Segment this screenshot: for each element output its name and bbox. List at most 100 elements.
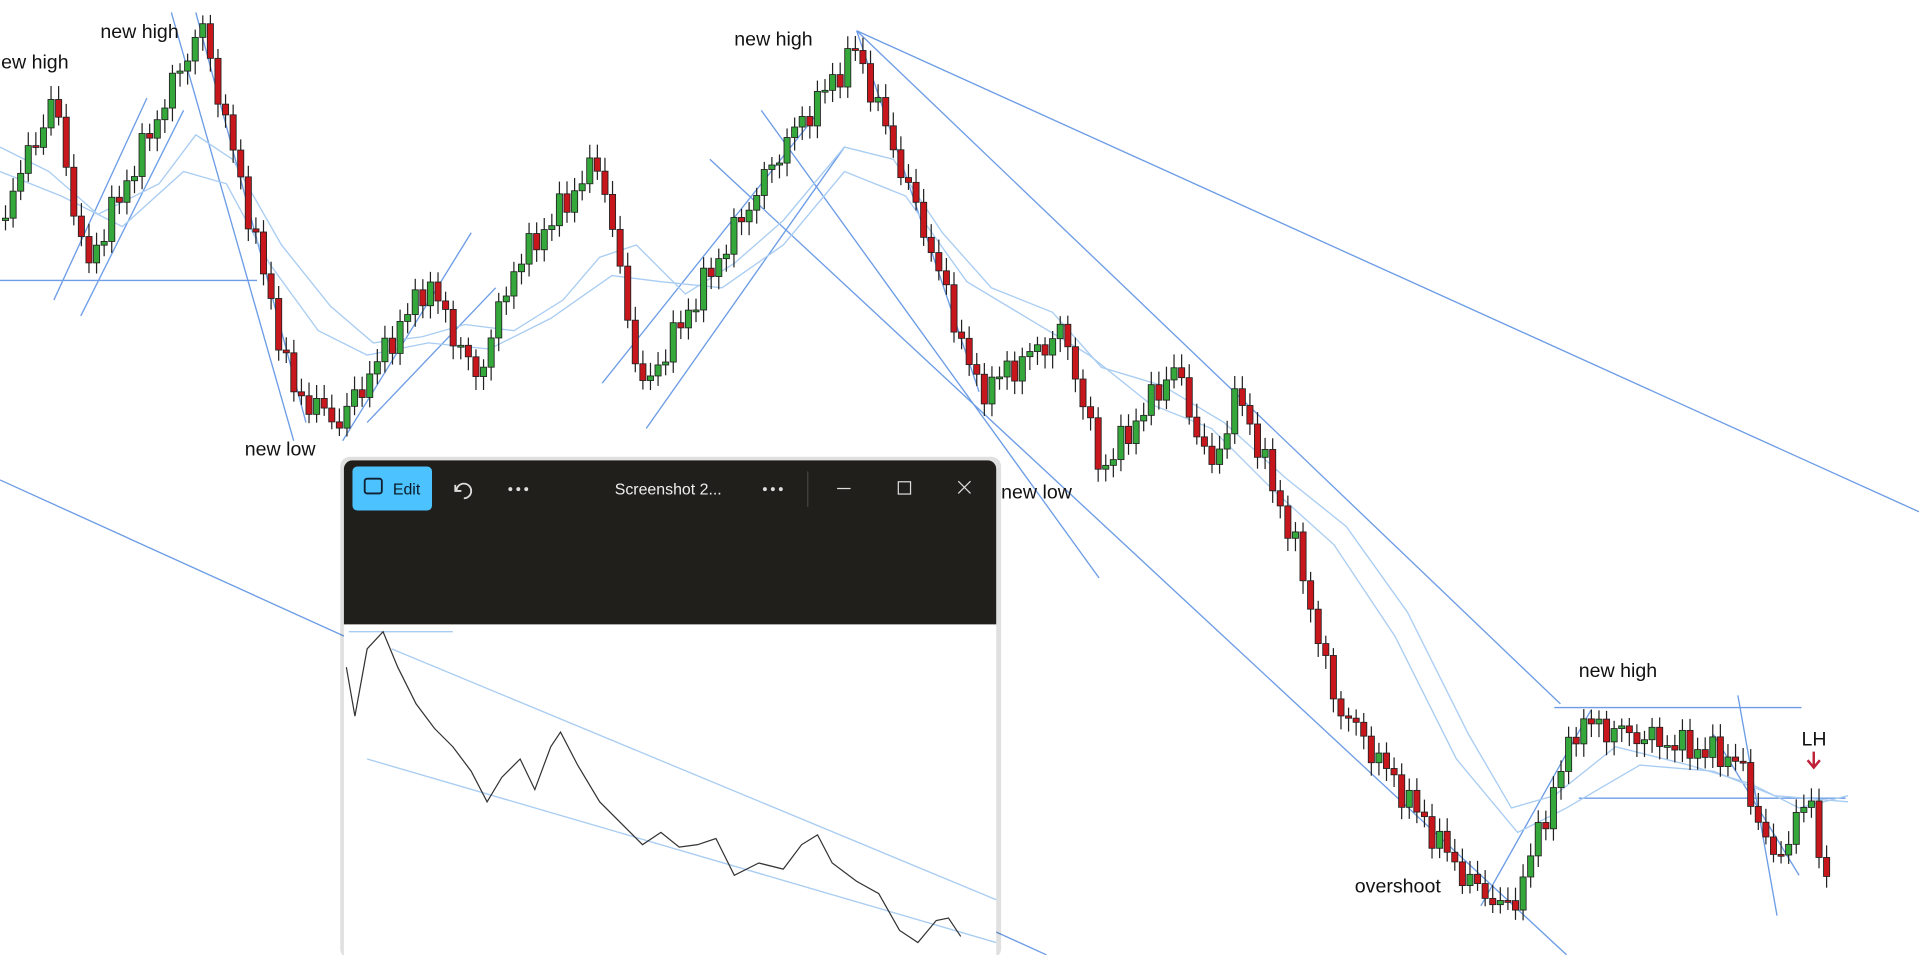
candle-body	[1383, 752, 1390, 769]
annotation: new high	[1579, 660, 1657, 682]
trend-line	[760, 109, 1100, 579]
trend-line	[80, 110, 185, 317]
candle-body	[882, 97, 890, 127]
candle-body	[517, 263, 525, 273]
candle-body	[1170, 367, 1178, 381]
candle-body	[1284, 505, 1292, 539]
candle-body	[775, 162, 783, 166]
candle-body	[768, 164, 776, 170]
candle-body	[1701, 749, 1709, 758]
candle-body	[100, 241, 108, 246]
candle-body	[988, 376, 996, 405]
candle-body	[1071, 346, 1079, 380]
candle-body	[244, 176, 252, 230]
edit-button[interactable]: Edit	[352, 466, 433, 511]
candle-body	[1413, 789, 1421, 813]
moving-average	[0, 170, 1849, 834]
candle-body	[851, 48, 859, 51]
candle-body	[229, 114, 237, 151]
annotation: LH	[1802, 729, 1827, 751]
candle-body	[1026, 351, 1034, 358]
candle-body	[1056, 323, 1064, 340]
more-button[interactable]	[508, 487, 529, 492]
candle-body	[624, 265, 632, 321]
candle-body	[1823, 857, 1831, 877]
thumb-line	[391, 648, 997, 901]
candle-body	[1147, 384, 1155, 416]
candle-body	[381, 337, 389, 363]
edit-label: Edit	[393, 482, 421, 499]
candle-body	[1663, 745, 1671, 748]
candle-body	[669, 322, 677, 363]
candle-body	[1716, 736, 1724, 767]
candle-body	[252, 228, 260, 233]
candle-body	[260, 231, 267, 275]
candle-body	[343, 405, 351, 429]
candle-body	[1231, 388, 1239, 435]
candle-body	[1527, 855, 1535, 878]
candle-body	[39, 127, 47, 148]
candle-body	[1762, 821, 1770, 838]
edit-button-bg[interactable]	[352, 466, 433, 511]
candle-body	[540, 229, 548, 251]
candle-body	[1747, 762, 1755, 807]
candle-body	[77, 215, 85, 237]
trend-line	[856, 30, 1919, 513]
candle-body	[1200, 436, 1208, 447]
candle-body	[199, 23, 207, 38]
candle-body	[1155, 384, 1163, 401]
candle-body	[1815, 800, 1823, 858]
candle-body	[464, 344, 472, 358]
title-more-button[interactable]	[762, 487, 783, 492]
candle-body	[1481, 883, 1489, 899]
candle-body	[1079, 378, 1087, 408]
candle-body	[1337, 698, 1345, 717]
candle-body	[123, 180, 131, 203]
candle-body	[1458, 861, 1466, 887]
candle-body	[62, 116, 70, 168]
close-button[interactable]	[957, 480, 971, 494]
candle-body	[502, 295, 510, 303]
candle-body	[161, 107, 169, 121]
candle-body	[1557, 771, 1565, 789]
candle-body	[821, 89, 829, 93]
candle-body	[722, 253, 730, 260]
candle-body	[480, 366, 488, 377]
candle-body	[1049, 338, 1057, 356]
annotation: new low	[1001, 481, 1073, 503]
candle-body	[275, 298, 283, 351]
candle-body	[578, 183, 586, 192]
candle-body	[1595, 718, 1603, 725]
candle-body	[222, 103, 230, 116]
candle-body	[495, 301, 503, 339]
candle-body	[510, 271, 518, 297]
candle-body	[1587, 718, 1595, 725]
candle-body	[1261, 449, 1269, 458]
candle-body	[1390, 768, 1398, 776]
candle-body	[1003, 360, 1011, 378]
candle-body	[1269, 449, 1277, 492]
candle-body	[131, 176, 138, 182]
annotation: new low	[245, 438, 317, 460]
candle-body	[1512, 900, 1519, 911]
photos-window: Edit Screenshot 2...	[340, 456, 1002, 955]
candle-body	[290, 352, 298, 393]
candle-body	[373, 361, 381, 375]
candle-body	[1367, 735, 1375, 764]
candle-body	[1087, 406, 1095, 419]
candle-body	[889, 125, 897, 151]
candle-body	[358, 389, 366, 398]
candle-body	[1117, 425, 1125, 461]
candle-body	[700, 267, 708, 311]
candle-body	[897, 149, 905, 179]
maximize-button[interactable]	[897, 481, 912, 495]
candle-body	[942, 270, 950, 286]
candle-body	[1360, 721, 1368, 737]
candle-body	[1534, 822, 1542, 857]
trend-line	[342, 232, 472, 442]
rotate-button[interactable]	[454, 482, 473, 500]
candle-body	[1291, 531, 1299, 539]
trend-line	[1480, 709, 1592, 907]
candle-body	[55, 99, 63, 118]
candle-body	[571, 190, 579, 213]
